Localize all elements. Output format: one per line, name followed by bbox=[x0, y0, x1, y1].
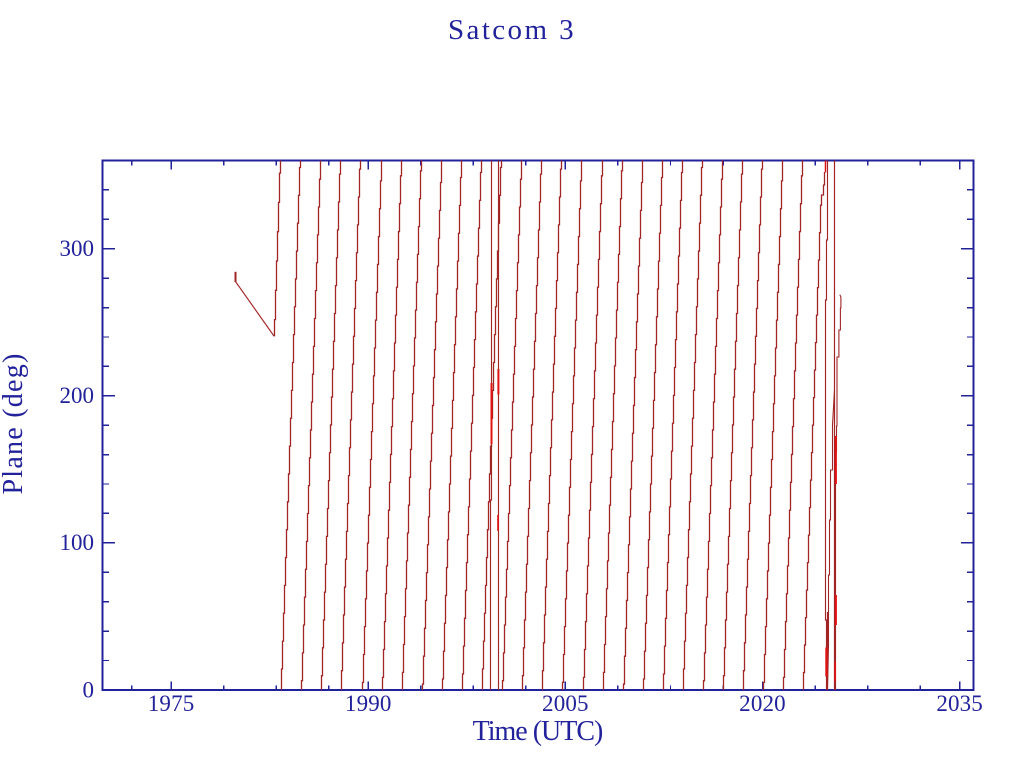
svg-text:100: 100 bbox=[60, 530, 95, 555]
svg-text:1990: 1990 bbox=[345, 691, 392, 716]
svg-text:Plane (deg): Plane (deg) bbox=[0, 352, 29, 494]
svg-text:200: 200 bbox=[60, 383, 95, 408]
svg-text:0: 0 bbox=[83, 677, 95, 702]
svg-text:1975: 1975 bbox=[148, 691, 195, 716]
svg-text:300: 300 bbox=[60, 236, 95, 261]
svg-text:Time (UTC): Time (UTC) bbox=[473, 716, 603, 747]
svg-text:2005: 2005 bbox=[542, 691, 589, 716]
svg-text:Satcom 3: Satcom 3 bbox=[448, 14, 576, 46]
svg-text:2035: 2035 bbox=[936, 691, 983, 716]
svg-text:2020: 2020 bbox=[739, 691, 786, 716]
